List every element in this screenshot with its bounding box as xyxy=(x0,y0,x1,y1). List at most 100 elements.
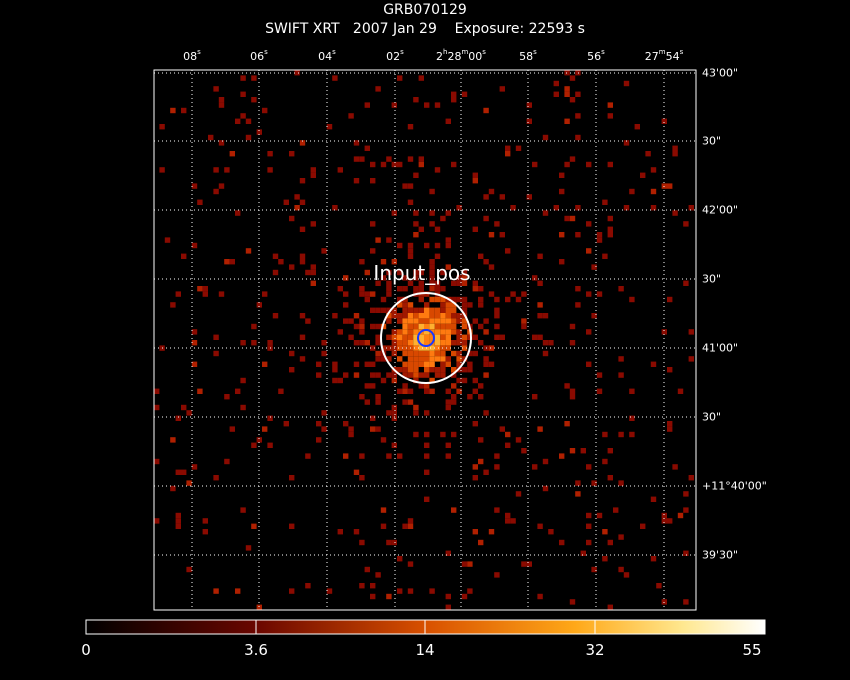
count-pixel xyxy=(461,367,468,373)
count-pixel xyxy=(488,232,495,238)
count-pixel xyxy=(553,91,559,97)
count-pixel xyxy=(370,178,376,184)
count-pixel xyxy=(456,334,462,340)
count-pixel xyxy=(429,275,435,281)
count-pixel xyxy=(299,226,306,232)
count-pixel xyxy=(413,275,419,281)
count-pixel xyxy=(650,361,657,367)
count-pixel xyxy=(386,237,392,243)
count-pixel xyxy=(240,91,246,97)
count-pixel xyxy=(348,318,354,324)
count-pixel xyxy=(402,388,408,394)
count-pixel xyxy=(375,372,381,378)
count-pixel xyxy=(413,410,419,416)
count-pixel xyxy=(370,361,376,367)
count-pixel xyxy=(510,291,516,297)
count-pixel xyxy=(623,205,630,211)
input-position-marker xyxy=(417,329,435,347)
count-pixel xyxy=(407,156,414,162)
colorbar-label-14: 14 xyxy=(415,641,435,659)
count-pixel xyxy=(337,286,343,292)
count-pixel xyxy=(397,313,403,319)
count-pixel xyxy=(451,318,457,324)
count-pixel xyxy=(391,340,397,346)
dec-label-43-00: 43'00" xyxy=(702,66,739,80)
count-pixel xyxy=(391,350,397,357)
count-pixel xyxy=(235,118,241,124)
count-pixel xyxy=(397,242,403,249)
count-pixel xyxy=(483,318,489,324)
count-pixel xyxy=(569,97,576,103)
count-pixel xyxy=(245,118,252,124)
count-pixel xyxy=(537,302,543,308)
count-pixel xyxy=(364,361,370,367)
count-pixel xyxy=(380,523,387,529)
count-pixel xyxy=(402,350,408,357)
count-pixel xyxy=(397,453,403,459)
count-pixel xyxy=(397,556,403,562)
source-label: Input_pos xyxy=(373,261,470,285)
count-pixel xyxy=(375,307,381,313)
count-pixel xyxy=(461,318,468,324)
count-pixel xyxy=(402,345,408,351)
count-pixel xyxy=(418,323,424,330)
count-pixel xyxy=(235,388,241,394)
count-pixel xyxy=(191,183,198,189)
count-pixel xyxy=(445,318,451,324)
count-pixel xyxy=(451,302,457,308)
count-pixel xyxy=(445,550,451,556)
count-pixel xyxy=(386,307,392,313)
count-pixel xyxy=(424,356,430,362)
count-pixel xyxy=(569,75,576,81)
count-pixel xyxy=(461,307,468,313)
count-pixel xyxy=(175,512,181,519)
count-pixel xyxy=(397,340,403,346)
count-pixel xyxy=(429,318,435,324)
count-pixel xyxy=(575,113,581,119)
count-pixel xyxy=(154,458,160,465)
count-pixel xyxy=(499,86,505,92)
count-pixel xyxy=(451,367,457,373)
count-pixel xyxy=(299,199,306,205)
count-pixel xyxy=(310,172,316,178)
count-pixel xyxy=(245,134,252,141)
count-pixel xyxy=(542,134,549,141)
count-pixel xyxy=(170,107,176,114)
count-pixel xyxy=(445,329,451,335)
count-pixel xyxy=(386,539,392,546)
count-pixel xyxy=(451,91,457,97)
observation-title: GRB070129 xyxy=(383,2,467,18)
count-pixel xyxy=(294,205,300,211)
count-pixel xyxy=(245,545,252,551)
count-pixel xyxy=(375,334,381,340)
count-pixel xyxy=(181,404,187,411)
count-pixel xyxy=(337,167,343,173)
count-pixel xyxy=(424,442,430,448)
count-pixel xyxy=(607,102,613,108)
count-pixel xyxy=(580,550,586,556)
count-pixel xyxy=(456,205,462,211)
count-pixel xyxy=(240,113,246,119)
count-pixel xyxy=(429,588,435,594)
count-pixel xyxy=(629,388,635,394)
count-pixel xyxy=(650,188,657,195)
count-pixel xyxy=(289,523,295,529)
count-pixel xyxy=(445,302,451,308)
count-pixel xyxy=(251,97,257,103)
count-pixel xyxy=(688,329,694,335)
count-pixel xyxy=(548,529,554,535)
count-pixel xyxy=(440,356,446,362)
count-pixel xyxy=(289,215,295,222)
count-pixel xyxy=(154,388,160,394)
count-pixel xyxy=(332,361,338,367)
count-pixel xyxy=(629,188,635,195)
count-pixel xyxy=(618,566,624,573)
count-pixel xyxy=(359,340,365,346)
count-pixel xyxy=(472,226,478,232)
count-pixel xyxy=(407,361,414,367)
count-pixel xyxy=(407,329,414,335)
count-pixel xyxy=(667,426,673,432)
count-pixel xyxy=(607,604,613,610)
count-pixel xyxy=(505,518,511,524)
count-pixel xyxy=(472,178,478,184)
